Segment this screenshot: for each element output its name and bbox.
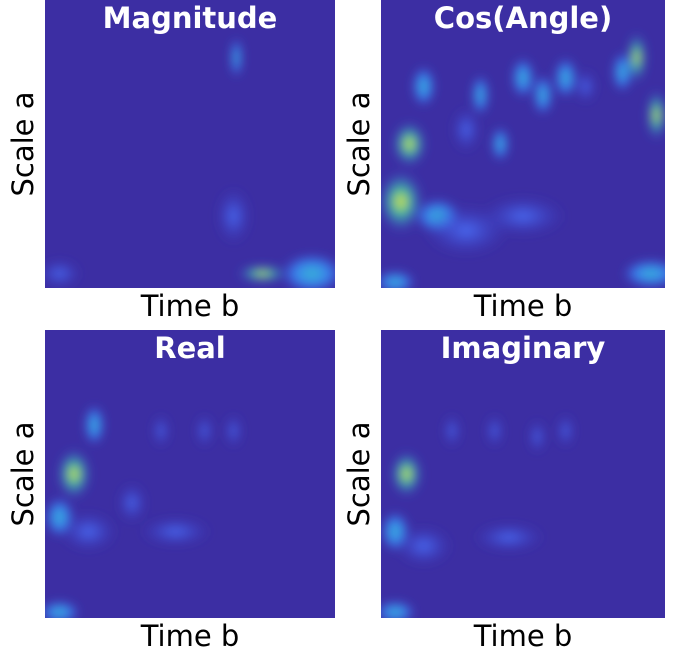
heatmap-blob [216,188,251,244]
heatmap-blob [118,483,146,523]
heatmap-blob [626,32,647,83]
heatmap-blob [574,69,597,104]
y-axis-label: Scale a [6,91,40,196]
heatmap-blob [196,414,213,448]
heatmap-blob [381,271,415,288]
x-axis-label: Time b [140,289,240,323]
heatmap-blob [84,405,105,445]
heatmap-blob [225,414,242,448]
heatmap-blob [412,66,435,106]
heatmap-blob [554,58,577,98]
heatmap-blob [511,58,535,98]
heatmap-blob [395,526,452,566]
heatmap-blob [557,414,574,448]
heatmap-blob [622,259,665,288]
heatmap-blobs [381,414,574,618]
heatmap-blob [646,90,665,141]
heatmap-blobs [381,32,665,288]
heatmap-blob [452,107,481,152]
heatmap-background [381,330,665,618]
heatmap-background [45,330,335,618]
panel-title: Imaginary [441,331,606,365]
heatmap-background [45,0,335,288]
x-axis-label: Time b [473,289,573,323]
heatmap-blob [528,419,546,454]
heatmap-blob [443,414,461,448]
panel: Magnitude Time b Scale a [6,0,335,323]
heatmap-blob [424,205,509,256]
heatmap-blob [281,254,335,288]
panel-title: Magnitude [103,1,278,35]
heatmap-blob [230,38,242,78]
heatmap-blob [391,451,422,497]
heatmap-blob [152,414,170,448]
y-axis-label: Scale a [342,421,376,526]
heatmap-blob [392,121,427,167]
heatmap-blob [381,601,415,618]
heatmap-blob [57,448,91,500]
heatmap-blobs [45,405,242,618]
y-axis-label: Scale a [342,91,376,196]
heatmap-blob [491,127,509,161]
heatmap-blob [381,170,424,233]
heatmap-blob [60,511,117,552]
x-axis-label: Time b [140,619,240,653]
panel-title: Cos(Angle) [434,1,612,35]
heatmap-blob [140,517,211,546]
heatmap-blob [45,601,80,618]
panel: Imaginary Time b Scale a [342,330,665,653]
heatmap-blob [486,414,503,448]
y-axis-label: Scale a [6,421,40,526]
panel: Real Time b Scale a [6,330,335,653]
heatmap-blob [45,259,81,288]
panel-title: Real [154,331,226,365]
x-axis-label: Time b [473,619,573,653]
heatmap-blob [533,75,553,115]
panel: Cos(Angle) Time b Scale a [342,0,665,323]
heatmap-blob [472,75,489,115]
heatmap-blob [237,265,288,282]
heatmap-blob [473,523,544,552]
heatmap-blobs [45,38,335,288]
